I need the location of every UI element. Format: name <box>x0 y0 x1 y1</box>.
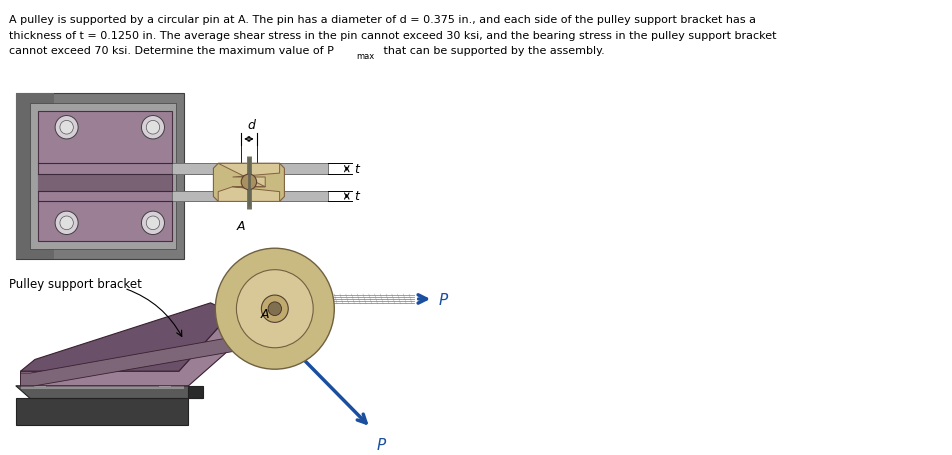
Text: $P$: $P$ <box>438 291 449 307</box>
Circle shape <box>241 175 257 190</box>
Circle shape <box>142 116 165 140</box>
Circle shape <box>55 116 78 140</box>
Polygon shape <box>158 383 171 387</box>
Text: max: max <box>356 52 374 61</box>
Polygon shape <box>33 383 47 387</box>
Polygon shape <box>38 111 172 242</box>
Text: $A$: $A$ <box>236 219 247 233</box>
Text: A pulley is supported by a circular pin at A. The pin has a diameter of d = 0.37: A pulley is supported by a circular pin … <box>10 15 756 25</box>
Text: cannot exceed 70 ksi. Determine the maximum value of P: cannot exceed 70 ksi. Determine the maxi… <box>10 46 334 56</box>
Polygon shape <box>30 104 176 250</box>
Circle shape <box>60 121 73 135</box>
Text: $t$: $t$ <box>354 190 362 202</box>
Text: 3: 3 <box>281 330 288 343</box>
Circle shape <box>147 217 160 230</box>
Polygon shape <box>16 94 184 259</box>
Circle shape <box>60 217 73 230</box>
Circle shape <box>55 212 78 235</box>
Text: $A$: $A$ <box>260 308 270 320</box>
Polygon shape <box>172 164 327 175</box>
Circle shape <box>215 249 334 369</box>
Polygon shape <box>188 386 203 399</box>
Circle shape <box>268 302 282 316</box>
Text: that can be supported by the assembly.: that can be supported by the assembly. <box>381 46 605 56</box>
Circle shape <box>262 295 288 323</box>
Polygon shape <box>38 175 172 191</box>
Circle shape <box>236 270 313 348</box>
Polygon shape <box>172 191 327 202</box>
Polygon shape <box>213 164 285 202</box>
Text: $d$: $d$ <box>247 118 257 132</box>
Circle shape <box>142 212 165 235</box>
Text: $P$: $P$ <box>375 435 387 451</box>
Text: $t$: $t$ <box>354 162 362 175</box>
Text: 4: 4 <box>300 349 307 362</box>
Polygon shape <box>16 386 203 399</box>
Polygon shape <box>21 333 261 386</box>
Polygon shape <box>16 94 54 259</box>
Text: thickness of t = 0.1250 in. The average shear stress in the pin cannot exceed 30: thickness of t = 0.1250 in. The average … <box>10 30 777 40</box>
Polygon shape <box>21 313 261 386</box>
Circle shape <box>147 121 160 135</box>
Polygon shape <box>16 399 188 425</box>
Polygon shape <box>218 164 280 202</box>
Polygon shape <box>21 303 231 371</box>
Text: Pulley support bracket: Pulley support bracket <box>10 278 142 291</box>
Polygon shape <box>21 386 184 389</box>
